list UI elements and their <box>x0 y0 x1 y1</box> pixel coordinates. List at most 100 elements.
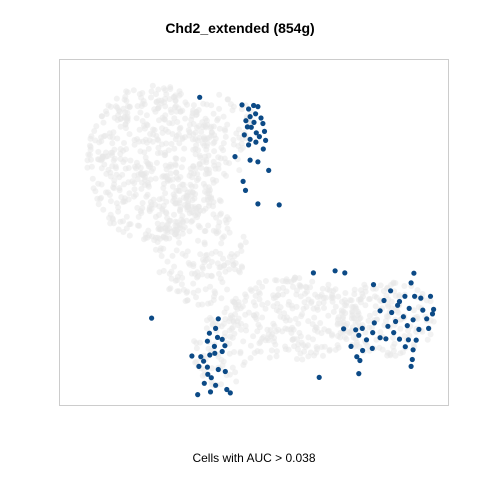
highlighted-cell-point <box>205 371 211 377</box>
background-cell-point <box>131 141 138 148</box>
background-cell-point <box>294 287 300 294</box>
background-cell-point <box>195 237 201 244</box>
highlighted-cell-point <box>204 364 210 370</box>
background-cell-point <box>91 128 98 134</box>
highlighted-cell-point <box>251 119 257 125</box>
background-cell-point <box>317 320 324 326</box>
background-cell-point <box>145 183 152 190</box>
background-cell-point <box>325 281 332 288</box>
background-cell-point <box>423 297 430 304</box>
background-cell-point <box>117 150 124 157</box>
background-cell-point <box>332 286 339 293</box>
background-cell-point <box>372 310 379 317</box>
background-cell-point <box>301 348 308 355</box>
background-cell-point <box>196 134 203 141</box>
background-cell-point <box>122 93 129 100</box>
background-cell-point <box>126 232 133 239</box>
background-cell-point <box>142 136 149 143</box>
background-cell-point <box>145 145 152 152</box>
background-cell-point <box>226 371 233 378</box>
background-cell-point <box>288 278 295 285</box>
background-cell-point <box>126 104 133 111</box>
background-cell-point <box>178 216 185 223</box>
background-cell-point <box>229 364 236 371</box>
highlighted-cells-layer <box>149 94 437 398</box>
highlighted-cell-point <box>342 270 348 276</box>
background-cell-point <box>286 317 293 324</box>
highlighted-cell-point <box>253 130 259 136</box>
background-cell-point <box>192 146 199 152</box>
background-cell-point <box>319 285 326 292</box>
background-cell-point <box>300 342 307 349</box>
background-cell-point <box>168 275 175 282</box>
background-cell-point <box>137 208 144 215</box>
background-cell-point <box>320 352 326 359</box>
background-cell-point <box>245 309 252 316</box>
background-cell-point <box>166 96 173 103</box>
background-cell-point <box>109 140 116 147</box>
background-cell-point <box>247 342 254 349</box>
background-cell-point <box>259 314 266 321</box>
background-cell-point <box>124 89 131 96</box>
background-cell-point <box>219 279 226 286</box>
background-cell-point <box>127 221 134 228</box>
highlighted-cell-point <box>215 366 221 373</box>
highlighted-cell-point <box>389 309 395 316</box>
highlighted-cell-point <box>400 314 406 320</box>
background-cell-point <box>218 381 224 388</box>
background-cell-point <box>183 289 190 296</box>
highlighted-cell-point <box>197 94 203 100</box>
highlighted-cell-point <box>396 336 403 342</box>
background-cell-point <box>156 117 162 124</box>
background-cell-point <box>237 348 244 355</box>
background-cell-point <box>198 128 205 135</box>
background-cell-point <box>299 356 306 363</box>
background-cell-point <box>165 147 172 154</box>
background-cell-point <box>169 252 176 259</box>
background-cell-point <box>311 327 318 333</box>
background-cell-point <box>100 206 107 213</box>
background-cell-point <box>122 165 129 172</box>
highlighted-cell-point <box>213 325 219 331</box>
background-cell-point <box>293 303 300 310</box>
background-cell-point <box>295 320 302 327</box>
background-cell-point <box>387 351 394 358</box>
background-cell-point <box>132 191 139 198</box>
highlighted-cell-point <box>256 134 262 140</box>
background-cell-point <box>218 240 225 247</box>
background-cell-point <box>299 311 306 318</box>
background-cell-point <box>199 271 206 278</box>
highlighted-cell-point <box>239 102 245 108</box>
highlighted-cell-point <box>377 335 383 341</box>
background-cell-point <box>210 110 217 117</box>
background-cell-point <box>236 269 243 276</box>
background-cell-point <box>122 125 129 132</box>
background-cell-point <box>194 171 201 178</box>
highlighted-cell-point <box>363 337 370 343</box>
background-cell-point <box>194 177 200 184</box>
highlighted-cell-point <box>420 307 426 313</box>
background-cell-point <box>273 353 280 360</box>
highlighted-cell-point <box>412 293 418 299</box>
background-cell-point <box>362 302 369 309</box>
background-cell-point <box>106 130 113 137</box>
background-cell-point <box>123 146 130 153</box>
background-cell-point <box>343 302 350 309</box>
background-cell-point <box>266 354 273 361</box>
background-cell-point <box>309 321 316 328</box>
background-cell-point <box>195 123 202 130</box>
background-cell-point <box>139 200 146 206</box>
background-cell-point <box>163 198 170 205</box>
background-cell-point <box>212 135 219 142</box>
plot-frame <box>59 59 449 406</box>
background-cell-point <box>206 263 213 270</box>
background-cell-point <box>130 87 137 94</box>
chart-caption: Cells with AUC > 0.038 <box>192 451 316 465</box>
background-cell-point <box>238 248 245 254</box>
background-cell-point <box>167 86 174 92</box>
background-cell-point <box>148 94 154 101</box>
background-cell-point <box>168 268 175 275</box>
highlighted-cell-point <box>247 157 253 163</box>
background-cell-point <box>117 146 124 152</box>
background-cell-point <box>163 209 169 216</box>
